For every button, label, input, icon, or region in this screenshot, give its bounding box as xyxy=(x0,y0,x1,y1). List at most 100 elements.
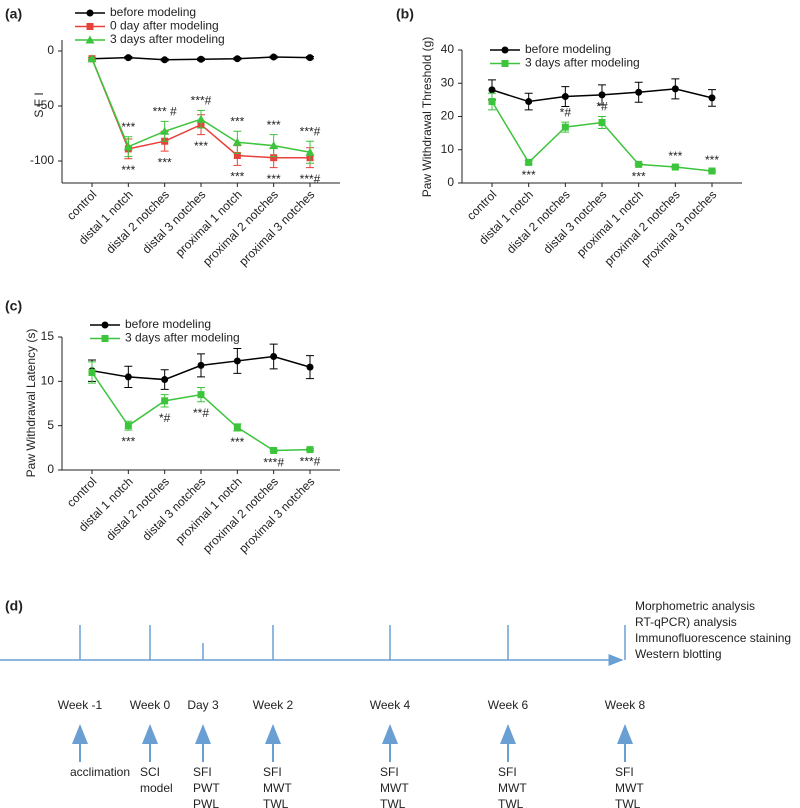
significance-label: *** xyxy=(194,139,208,153)
significance-label: ***# xyxy=(300,124,321,138)
x-tick-label: proximal 1 notch xyxy=(574,187,646,259)
y-tick-label: 30 xyxy=(441,75,455,89)
x-tick-label: distal 3 notches xyxy=(139,474,208,543)
x-tick-label: distal 3 notches xyxy=(540,187,609,256)
significance-label: **# xyxy=(193,406,209,420)
x-tick-label: control xyxy=(464,187,499,222)
timeline-task: MWT xyxy=(615,781,644,795)
data-point xyxy=(160,126,170,135)
data-point xyxy=(270,353,278,361)
data-point xyxy=(671,85,679,93)
data-point xyxy=(197,391,205,399)
x-tick-label: distal 3 notches xyxy=(139,187,208,256)
y-tick-label: 40 xyxy=(441,42,455,56)
data-point xyxy=(635,160,643,168)
data-point xyxy=(306,363,314,371)
legend-label: before modeling xyxy=(110,5,196,19)
data-point xyxy=(196,114,206,123)
analysis-label: RT-qPCR) analysis xyxy=(635,615,737,629)
data-point xyxy=(488,86,496,94)
data-point xyxy=(233,423,241,431)
x-tick-label: distal 2 notches xyxy=(504,187,573,256)
data-point xyxy=(124,54,132,62)
legend-marker xyxy=(101,321,109,329)
timeline-task: model xyxy=(140,781,173,795)
significance-label: *** xyxy=(632,170,646,184)
data-point xyxy=(197,55,205,63)
legend-marker xyxy=(101,335,109,342)
data-point xyxy=(306,54,314,62)
data-point xyxy=(232,137,242,146)
legend-marker xyxy=(86,23,94,30)
significance-label: *** xyxy=(267,172,281,186)
data-point xyxy=(270,53,278,61)
y-tick-label: 10 xyxy=(41,374,55,388)
significance-label: *** xyxy=(668,149,682,163)
significance-label: *# xyxy=(596,100,608,114)
significance-label: *** xyxy=(267,118,281,132)
data-point xyxy=(124,373,132,381)
data-point xyxy=(161,376,169,384)
y-tick-label: 10 xyxy=(441,142,455,156)
significance-label: *** xyxy=(230,435,244,449)
legend-label: 3 days after modeling xyxy=(110,32,225,46)
data-point xyxy=(123,142,133,151)
data-point xyxy=(270,154,278,162)
legend-label: before modeling xyxy=(125,317,211,331)
timeline-label: Week -1 xyxy=(58,698,103,712)
panel-label: (b) xyxy=(396,6,414,22)
y-tick-label: 15 xyxy=(41,329,55,343)
data-point xyxy=(708,167,716,175)
data-point xyxy=(233,357,241,365)
timeline-task: TWL xyxy=(263,797,289,808)
data-point xyxy=(124,422,132,430)
data-point xyxy=(88,368,96,376)
analysis-label: Immunofluorescence staining xyxy=(635,631,791,645)
legend-marker xyxy=(85,35,95,44)
y-axis-label: Paw Withdrawal Threshold (g) xyxy=(420,37,434,198)
data-point xyxy=(161,397,169,405)
data-point xyxy=(306,446,314,454)
timeline-task: SFI xyxy=(615,765,634,779)
data-point xyxy=(525,98,533,106)
data-point xyxy=(305,147,315,156)
panel-label: (c) xyxy=(5,298,22,314)
timeline-task: acclimation xyxy=(70,765,130,779)
data-point xyxy=(233,55,241,63)
data-point xyxy=(598,118,606,126)
y-tick-label: -50 xyxy=(37,98,55,112)
y-tick-label: 0 xyxy=(447,175,454,189)
legend-marker xyxy=(86,9,94,17)
legend-label: 3 days after modeling xyxy=(125,331,240,345)
data-point xyxy=(233,152,241,159)
timeline-task: SFI xyxy=(193,765,212,779)
significance-label: ***# xyxy=(263,456,284,470)
significance-label: *# xyxy=(560,105,572,119)
y-axis-label: S F I xyxy=(32,92,46,117)
significance-label: ***# xyxy=(300,455,321,469)
timeline-task: MWT xyxy=(263,781,292,795)
significance-label: *** xyxy=(230,170,244,184)
timeline-task: TWL xyxy=(498,797,524,808)
timeline-label: Week 2 xyxy=(253,698,294,712)
data-point xyxy=(488,98,496,106)
significance-label: *** xyxy=(522,168,536,182)
significance-label: *** # xyxy=(153,105,177,119)
legend-label: 0 day after modeling xyxy=(110,19,219,33)
legend-label: 3 days after modeling xyxy=(525,56,640,70)
y-tick-label: 0 xyxy=(47,462,54,476)
significance-label: *** xyxy=(158,155,172,169)
timeline-label: Week 6 xyxy=(488,698,529,712)
y-tick-label: -100 xyxy=(30,153,54,167)
data-point xyxy=(197,361,205,369)
timeline-label: Week 0 xyxy=(130,698,171,712)
x-tick-label: distal 2 notches xyxy=(103,187,172,256)
data-point xyxy=(561,123,569,131)
data-point xyxy=(161,56,169,64)
timeline-task: MWT xyxy=(498,781,527,795)
x-tick-label: control xyxy=(64,474,99,509)
significance-label: ***# xyxy=(191,94,212,108)
timeline-task: MWT xyxy=(380,781,409,795)
legend-marker xyxy=(501,46,509,54)
